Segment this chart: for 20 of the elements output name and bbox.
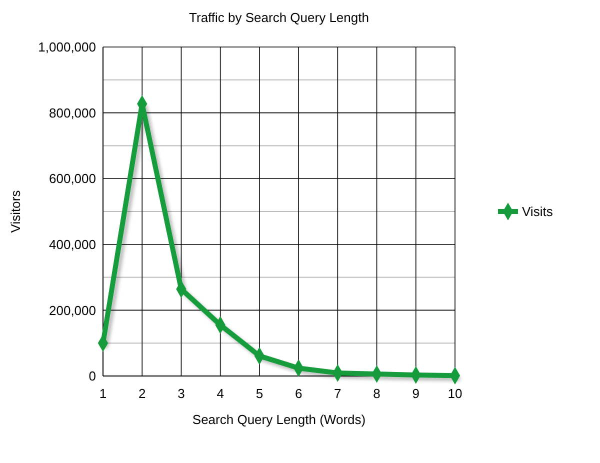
x-tick-label: 4 [216, 386, 224, 401]
y-tick-label: 1,000,000 [38, 40, 96, 55]
legend-label: Visits [522, 204, 554, 220]
y-axis-title: Visitors [8, 190, 23, 233]
y-tick-label: 600,000 [49, 171, 96, 186]
x-tick-label: 1 [99, 386, 107, 401]
x-tick-label: 2 [138, 386, 146, 401]
chart-title: Traffic by Search Query Length [189, 10, 369, 25]
x-tick-label: 3 [178, 386, 185, 401]
x-tick-label: 5 [256, 386, 264, 401]
x-tick-label: 9 [412, 386, 420, 401]
y-tick-label: 800,000 [49, 105, 96, 120]
y-tick-label: 400,000 [49, 236, 96, 252]
x-tick-label: 6 [294, 386, 302, 401]
x-tick-label: 8 [373, 386, 380, 401]
x-tick-label: 7 [334, 386, 342, 401]
x-tick-label: 10 [448, 386, 462, 401]
x-axis-title: Search Query Length (Words) [192, 412, 366, 427]
y-tick-label: 200,000 [49, 302, 96, 318]
y-tick-label: 0 [88, 368, 96, 384]
